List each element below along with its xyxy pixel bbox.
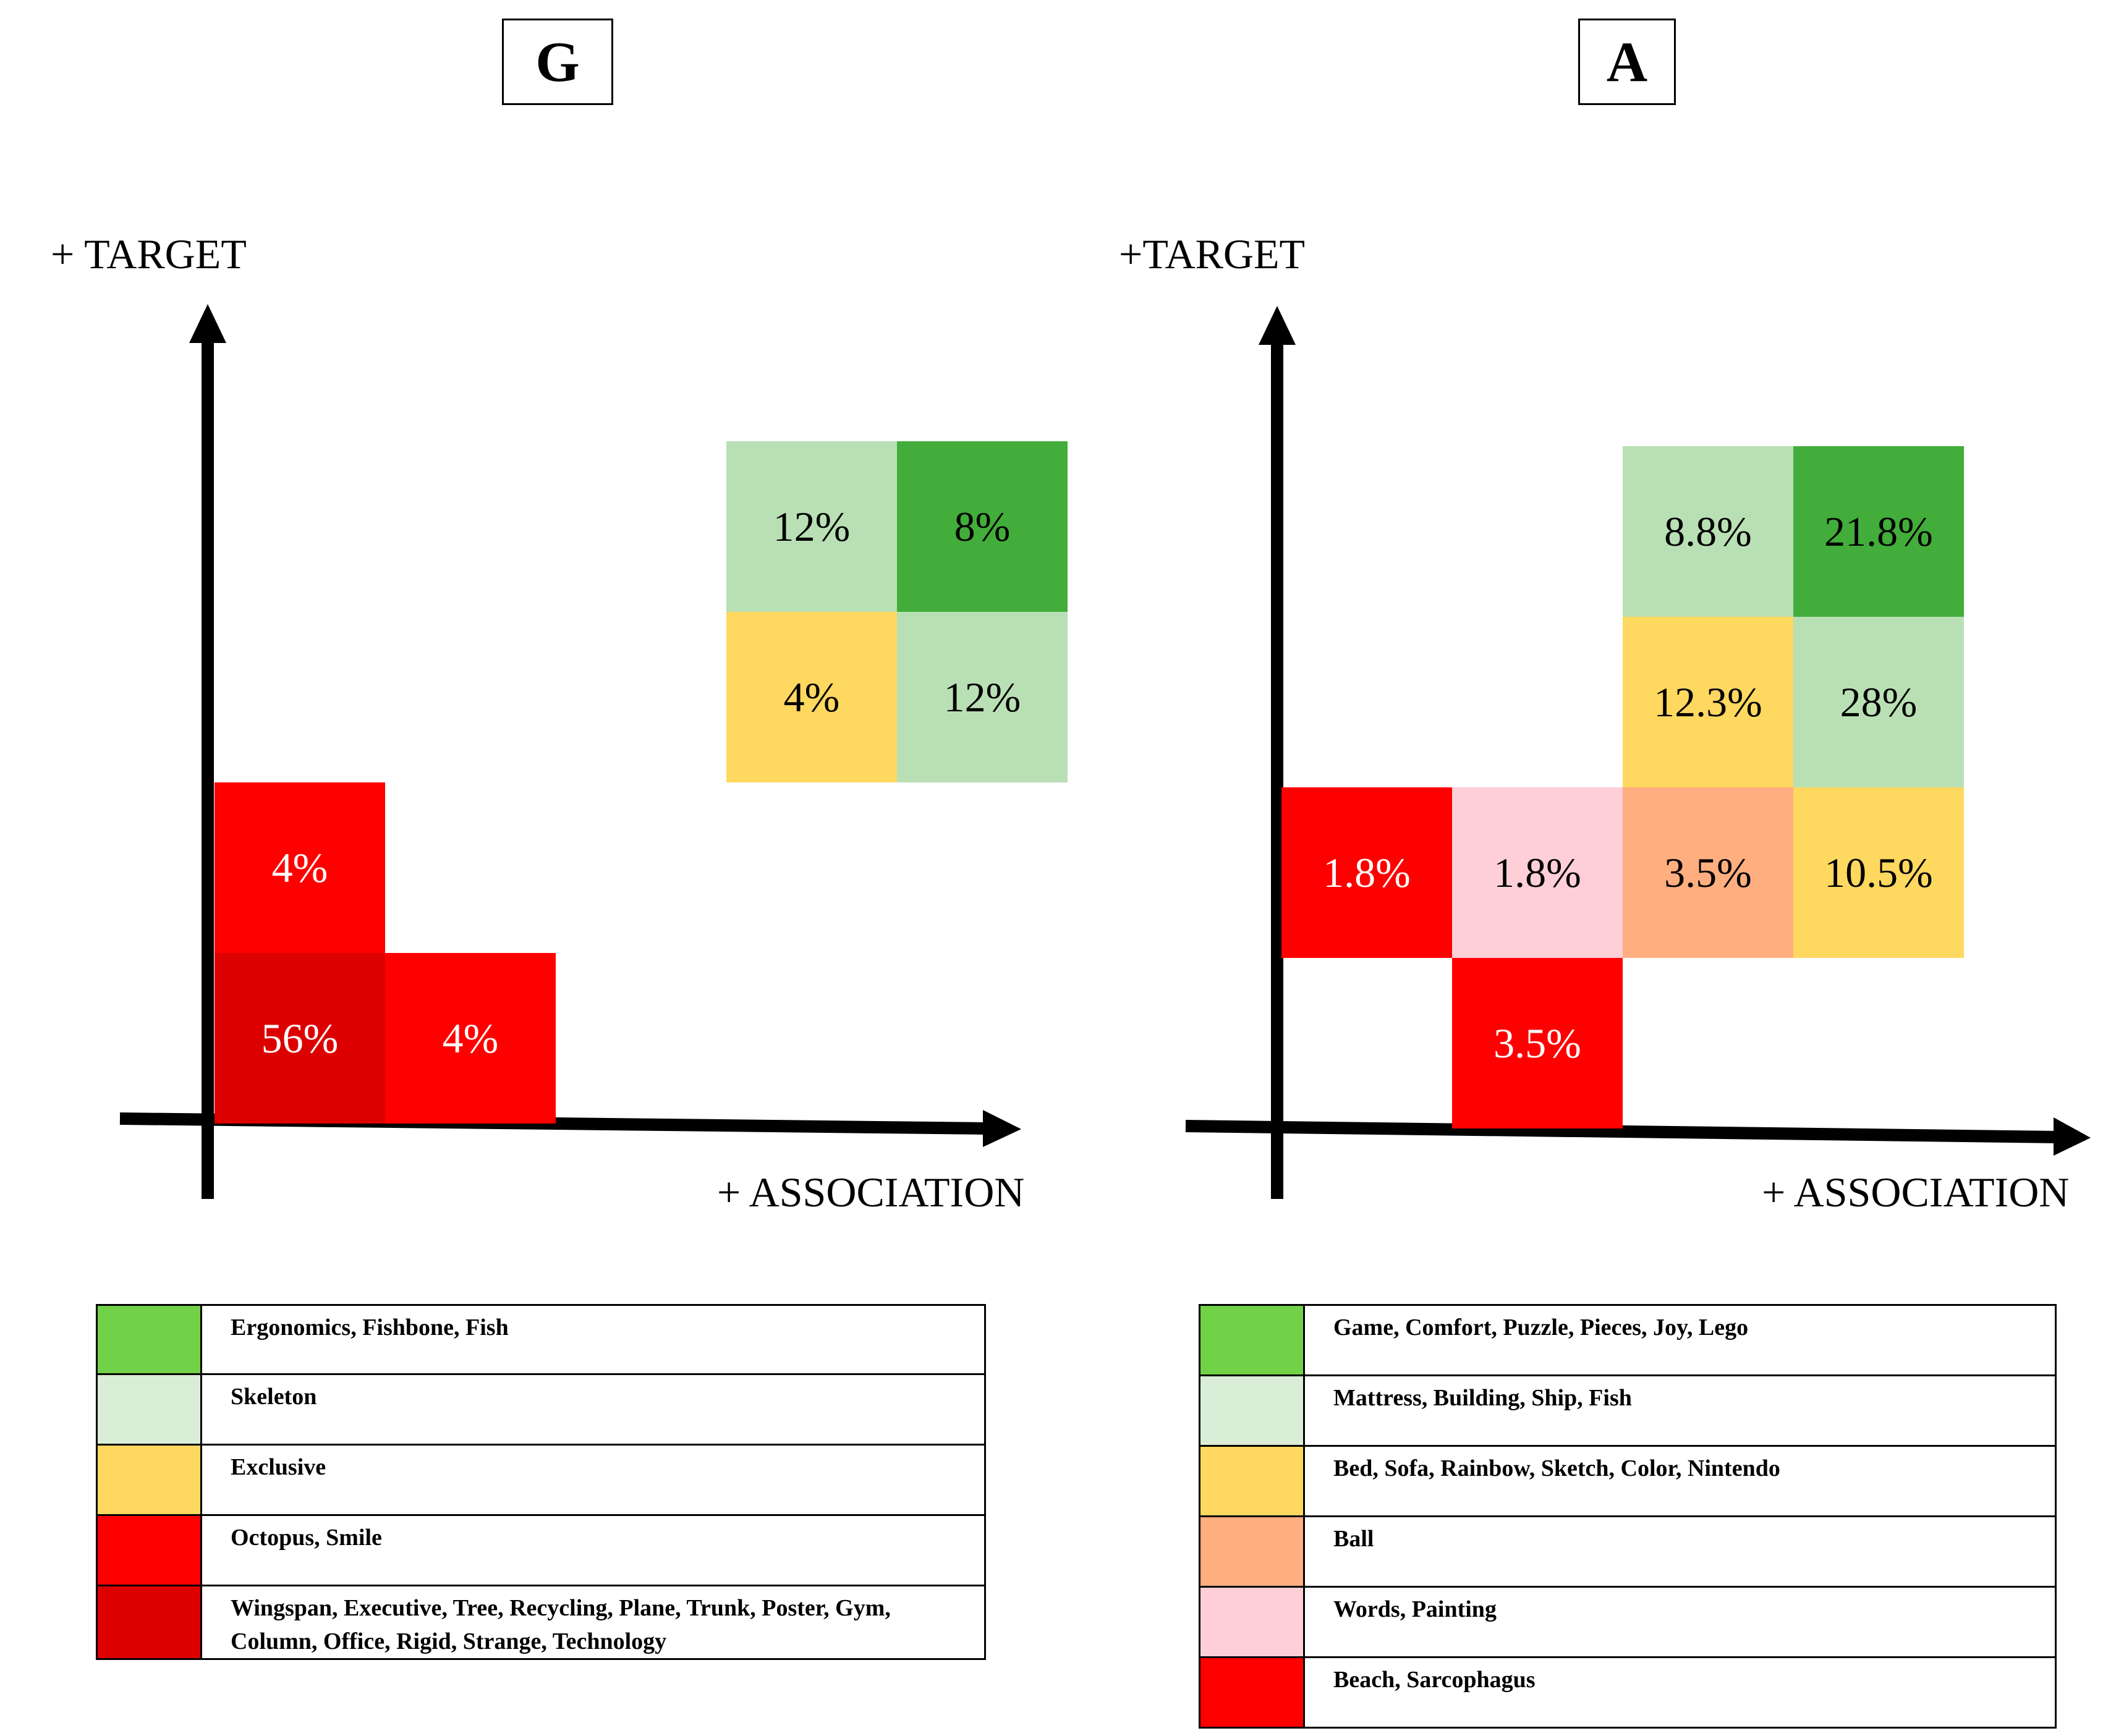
legend-label: Mattress, Building, Ship, Fish (1303, 1374, 2057, 1447)
legend-row: Ergonomics, Fishbone, Fish (96, 1304, 986, 1375)
panel-title: A (1578, 19, 1676, 105)
legend-row: Bed, Sofa, Rainbow, Sketch, Color, Ninte… (1199, 1445, 2057, 1517)
heatmap-cell: 1.8% (1452, 787, 1623, 958)
y-axis-arrowhead (189, 304, 226, 343)
legend-row: Exclusive (96, 1444, 986, 1516)
heatmap-cell: 8.8% (1623, 446, 1793, 617)
legend-row: Ball (1199, 1515, 2057, 1588)
heatmap-cell: 12% (897, 612, 1068, 782)
legend-row: Mattress, Building, Ship, Fish (1199, 1374, 2057, 1447)
y-axis-label: +TARGET (1119, 231, 1306, 277)
x-axis-arrowhead (983, 1110, 1021, 1147)
legend-swatch (96, 1444, 202, 1516)
y-axis-arrowhead (1259, 306, 1296, 345)
heatmap-cell: 28% (1793, 617, 1964, 787)
legend-swatch (1199, 1445, 1305, 1517)
legend-swatch (96, 1304, 202, 1375)
legend-row: Game, Comfort, Puzzle, Pieces, Joy, Lego (1199, 1304, 2057, 1376)
heatmap-cell: 4% (385, 953, 556, 1124)
heatmap-cell: 1.8% (1281, 787, 1452, 958)
legend-swatch (96, 1373, 202, 1446)
legend-label: Octopus, Smile (200, 1514, 986, 1586)
legend-label: Words, Painting (1303, 1586, 2057, 1658)
legend-label: Bed, Sofa, Rainbow, Sketch, Color, Ninte… (1303, 1445, 2057, 1517)
heatmap-cell: 56% (215, 953, 385, 1124)
legend-table: Ergonomics, Fishbone, Fish Skeleton Exclus… (96, 1304, 986, 1660)
panel-title: G (502, 19, 613, 105)
heatmap-cell: 21.8% (1793, 446, 1964, 617)
legend-label: Game, Comfort, Puzzle, Pieces, Joy, Lego (1303, 1304, 2057, 1376)
legend-swatch (1199, 1586, 1305, 1658)
heatmap-cell: 12.3% (1623, 617, 1793, 787)
panel-a: A +TARGET + ASSOCIATION 8.8% 21.8% 12.3% 28… (1051, 0, 2103, 1736)
legend-label: Ergonomics, Fishbone, Fish (200, 1304, 986, 1375)
x-axis-line (1185, 1120, 2059, 1143)
legend-label: Exclusive (200, 1444, 986, 1516)
legend-swatch (1199, 1374, 1305, 1447)
heatmap-cell: 3.5% (1623, 787, 1793, 958)
legend-row: Wingspan, Executive, Tree, Recycling, Pl… (96, 1585, 986, 1660)
heatmap-cell: 3.5% (1452, 958, 1623, 1128)
legend-swatch (96, 1514, 202, 1586)
legend-swatch (1199, 1304, 1305, 1376)
x-axis-label: + ASSOCIATION (1762, 1169, 2070, 1216)
legend-swatch (1199, 1656, 1305, 1729)
legend-table: Game, Comfort, Puzzle, Pieces, Joy, Lego… (1199, 1304, 2057, 1729)
heatmap-cell: 4% (215, 782, 385, 953)
y-axis-label: + TARGET (51, 231, 247, 277)
x-axis-label: + ASSOCIATION (717, 1169, 1025, 1216)
heatmap-cell: 12% (726, 441, 897, 612)
legend-label: Beach, Sarcophagus (1303, 1656, 2057, 1729)
legend-swatch (1199, 1515, 1305, 1588)
axes (1185, 306, 2091, 1199)
legend-label: Ball (1303, 1515, 2057, 1588)
legend-label: Skeleton (200, 1373, 986, 1446)
legend-row: Beach, Sarcophagus (1199, 1656, 2057, 1729)
legend-label: Wingspan, Executive, Tree, Recycling, Pl… (200, 1585, 986, 1660)
heatmap-cell: 8% (897, 441, 1068, 612)
x-axis-arrowhead (2054, 1117, 2091, 1156)
panel-g: G + TARGET + ASSOCIATION 12% 8% 4% 12% 4% 56%… (0, 0, 1068, 1736)
heatmap-cell: 10.5% (1793, 787, 1964, 958)
heatmap-cell: 4% (726, 612, 897, 782)
legend-row: Skeleton (96, 1373, 986, 1446)
legend-swatch (96, 1585, 202, 1660)
legend-row: Octopus, Smile (96, 1514, 986, 1586)
legend-row: Words, Painting (1199, 1586, 2057, 1658)
